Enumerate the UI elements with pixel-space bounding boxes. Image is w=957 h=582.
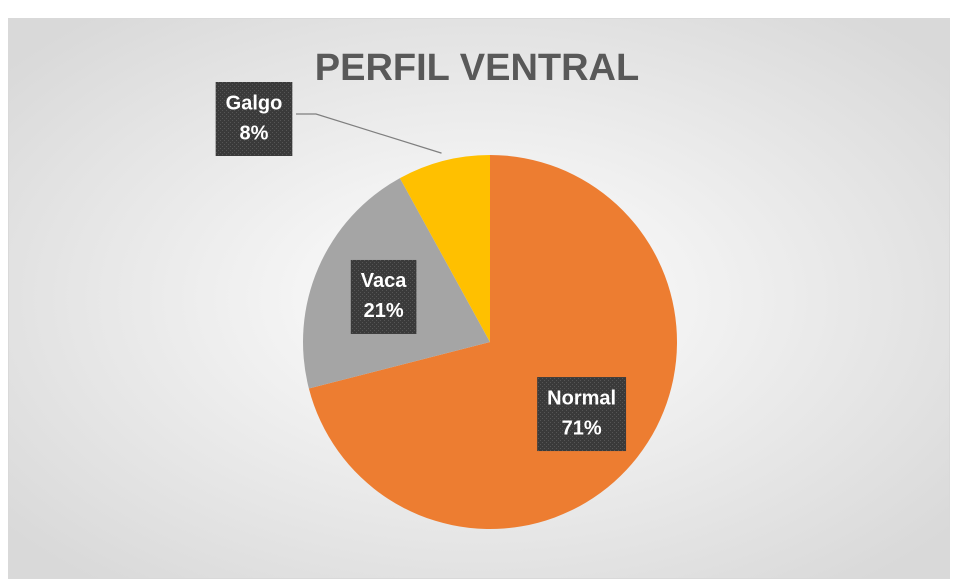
label-box — [537, 377, 627, 452]
pie-slice — [399, 155, 490, 342]
label-category: Galgo — [226, 92, 283, 114]
chart-title: PERFIL VENTRAL — [315, 47, 639, 89]
label-category: Vaca — [361, 270, 407, 292]
data-label: Normal 71% — [537, 377, 627, 452]
data-label: Galgo 8% — [215, 82, 293, 156]
label-box — [215, 82, 293, 156]
label-value: 71% — [562, 417, 602, 439]
data-label: Vaca 21% — [350, 259, 417, 334]
label-value: 21% — [364, 300, 404, 322]
label-category: Normal — [547, 387, 616, 409]
label-box — [350, 259, 417, 334]
leader-line — [296, 113, 442, 154]
label-value: 8% — [240, 122, 269, 144]
